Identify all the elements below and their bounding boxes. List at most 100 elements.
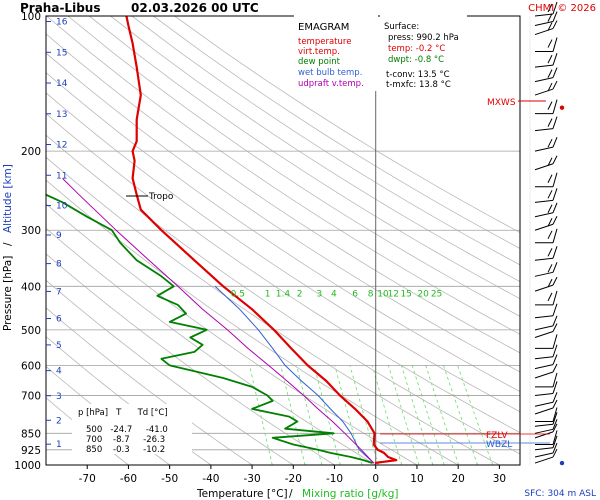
altitude-tick-label: 14 (56, 79, 68, 89)
wind-barb-flag (547, 292, 553, 302)
altitude-tick-label: 3 (56, 392, 62, 402)
mixing-ratio-label: 12 (388, 289, 399, 299)
wind-barb-staff (534, 223, 554, 231)
wind-barb (534, 155, 558, 171)
wind-barb-flag (552, 290, 558, 306)
wind-barb-staff (534, 257, 554, 261)
dry-adiabat-line (153, 16, 520, 249)
dry-adiabat-line (110, 16, 520, 283)
legend-box (294, 15, 378, 91)
wind-barbs (529, 1, 565, 466)
wind-barb (534, 435, 558, 451)
wind-barb-staff (534, 428, 554, 434)
wind-barb-flag (547, 13, 553, 22)
wind-barb-staff (534, 128, 554, 132)
wind-barb (535, 430, 558, 445)
wind-barb-staff (534, 77, 554, 83)
mixing-ratio-label: 2 (297, 289, 303, 299)
wind-barb-staff (534, 28, 554, 36)
wind-barb (534, 344, 558, 360)
mixing-ratio-label: 1 (265, 289, 271, 299)
mixing-ratio-line (313, 365, 341, 465)
pressure-tick-label: 850 (21, 428, 41, 440)
wind-barb-staff (534, 199, 554, 203)
wind-barb (534, 448, 558, 464)
series-line-udpraft-v-temp (62, 178, 375, 464)
wind-barb (534, 419, 558, 434)
mxws-marker (559, 105, 565, 110)
wind-barb-flag (552, 303, 558, 316)
wind-barb-flag (552, 172, 558, 187)
wind-barb (534, 216, 558, 231)
mixing-ratio-label: 8 (368, 289, 374, 299)
wind-barb (535, 290, 558, 306)
wind-barb-flag (552, 419, 558, 430)
wind-barb-flag (552, 67, 558, 78)
wind-barb-flag (552, 354, 558, 365)
wind-barb-flag (547, 264, 553, 273)
wind-barb-staff (534, 356, 554, 360)
pressure-tick-label: 925 (21, 445, 41, 457)
temperature-tick-label: -70 (79, 473, 96, 485)
altitude-tick-label: 16 (56, 18, 68, 28)
wind-barb-staff (534, 13, 554, 17)
wind-barb (534, 136, 558, 152)
surface-tmxfc: t-mxfc: 13.8 °C (386, 80, 451, 90)
temperature-tick-label: 0 (372, 473, 379, 485)
wind-barb-flag (552, 392, 558, 403)
series-line-temperature (125, 16, 398, 465)
wind-barb-flag (552, 412, 558, 425)
temperature-tick-label: 20 (451, 473, 464, 485)
wind-barb (535, 99, 558, 115)
wind-barb-flag (552, 407, 558, 422)
mixing-ratio-line (457, 365, 494, 465)
temperature-tick-label: -30 (244, 473, 261, 485)
mixing-ratio-line (371, 365, 403, 465)
wind-barb (534, 442, 558, 458)
wind-barb-flag (552, 448, 558, 458)
wind-barb-staff (534, 284, 554, 292)
wind-barb-flag (552, 334, 558, 349)
wind-barb-flag (552, 202, 558, 213)
mixing-ratio-lines (249, 365, 494, 465)
surface-box (380, 15, 467, 91)
dry-adiabat-line (46, 52, 520, 373)
wind-barb-staff (534, 452, 554, 458)
wind-barb (534, 323, 558, 338)
wind-barb-staff (534, 64, 554, 68)
wind-barb-staff (534, 371, 554, 379)
altitude-tick-label: 9 (56, 231, 62, 241)
mixing-ratio-line (443, 365, 478, 465)
dry-adiabat-line (46, 33, 520, 354)
wind-barb-flag (552, 323, 558, 332)
mixing-ratio-line (388, 365, 420, 465)
wind-barb (534, 262, 558, 277)
legend-title: EMAGRAM (298, 22, 349, 33)
wind-barb (535, 172, 558, 188)
pressure-tick-label: 500 (21, 325, 41, 337)
dry-adiabat-line (67, 16, 520, 317)
wind-barb-flag (552, 80, 558, 90)
wind-barb-staff (534, 212, 554, 218)
wind-barb-flag (547, 138, 553, 148)
y-axis-pressure-title: Pressure [hPa] (2, 256, 14, 331)
fzlv-label: FZLV (486, 431, 508, 441)
wind-barb-flag (547, 174, 553, 183)
wind-barb (534, 381, 558, 396)
legend-virt-temp: virt.temp. (298, 47, 340, 57)
mixing-ratio-label: 4 (331, 289, 337, 299)
wind-barb-flag (552, 99, 558, 114)
mixing-ratio-label: 25 (431, 289, 442, 299)
wind-barb (534, 392, 558, 407)
wind-barb-flag (547, 118, 553, 127)
mixing-ratio-label: 1.4 (276, 289, 291, 299)
wind-barb-flag (547, 3, 553, 13)
surface-temp: temp: -0.2 °C (388, 44, 445, 54)
wbzl-label: WBZL (486, 440, 512, 450)
wind-barb-flag (552, 344, 558, 357)
levels-table-row: 850 -0.3 -10.2 (86, 445, 165, 455)
wind-barb (534, 53, 558, 68)
copyright: CHMI © 2026 (528, 3, 596, 14)
wind-barb-flag (547, 204, 553, 213)
altitude-tick-label: 12 (56, 141, 67, 151)
